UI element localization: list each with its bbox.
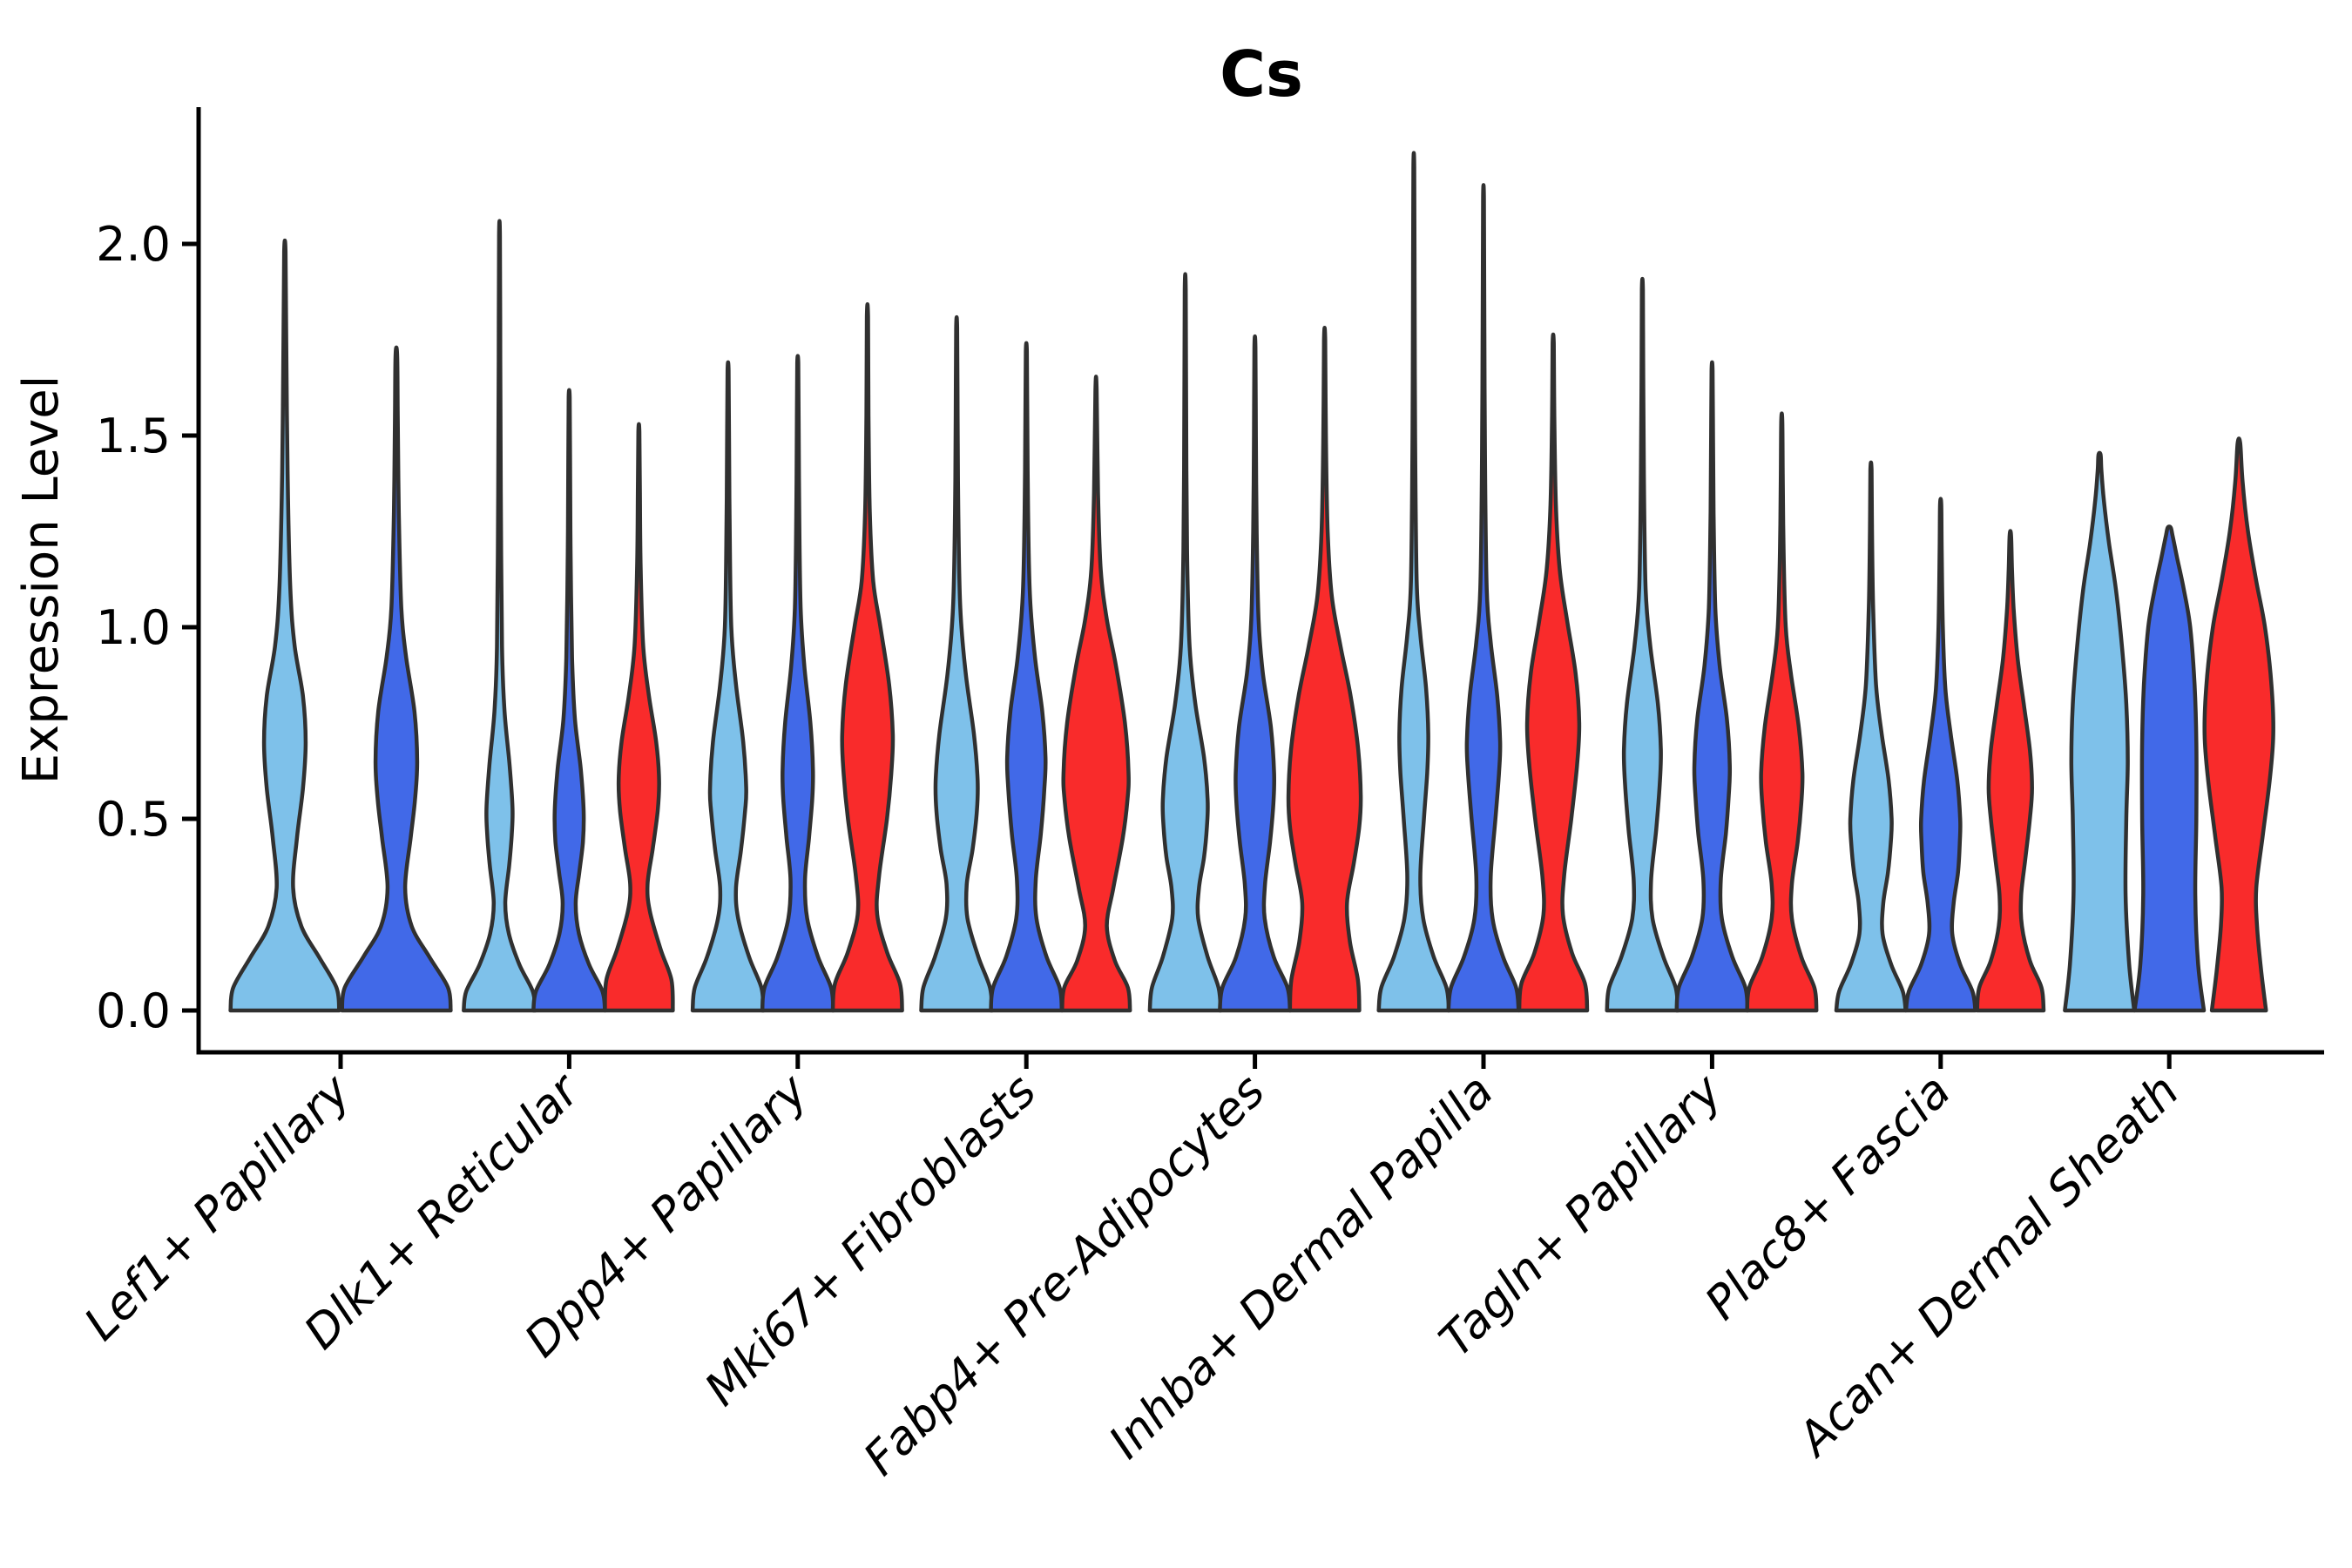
- violin-7-series_3: [1745, 411, 1819, 1013]
- y-tick-label-1: 0.5: [96, 792, 171, 847]
- violin-1-series_1: [228, 238, 341, 1013]
- violin-6-series_2: [1446, 183, 1521, 1013]
- violin-8-series_1: [1834, 460, 1908, 1013]
- violin-6-series_1: [1376, 151, 1451, 1013]
- violin-4-series_2: [989, 341, 1064, 1013]
- y-tick-label-4: 2.0: [96, 217, 171, 272]
- violin-4-series_3: [1059, 375, 1132, 1013]
- violin-2-series_2: [531, 388, 607, 1013]
- y-tick-label-3: 1.5: [96, 409, 171, 463]
- violin-2-series_1: [462, 219, 537, 1013]
- violin-9-series_1: [2063, 450, 2137, 1013]
- violin-8-series_3: [1975, 529, 2046, 1013]
- violin-5-series_3: [1286, 326, 1363, 1013]
- violin-4-series_1: [919, 314, 995, 1013]
- violin-3-series_2: [760, 354, 835, 1013]
- y-axis-label: Expression Level: [13, 375, 70, 785]
- violin-8-series_2: [1903, 497, 1977, 1013]
- violin-9-series_2: [2132, 524, 2207, 1013]
- violin-1-series_2: [340, 345, 453, 1013]
- violin-5-series_1: [1147, 272, 1223, 1013]
- violin-6-series_3: [1517, 332, 1590, 1013]
- violin-3-series_3: [830, 302, 904, 1013]
- violin-5-series_2: [1218, 334, 1293, 1013]
- y-tick-label-2: 1.0: [96, 600, 171, 655]
- violin-7-series_1: [1605, 276, 1680, 1013]
- plot-title: Cs: [1220, 37, 1303, 111]
- violin-7-series_2: [1674, 360, 1750, 1013]
- y-tick-label-0: 0.0: [96, 983, 171, 1038]
- violin-2-series_3: [603, 422, 675, 1013]
- violin-3-series_1: [690, 360, 766, 1013]
- violin-9-series_3: [2202, 436, 2275, 1013]
